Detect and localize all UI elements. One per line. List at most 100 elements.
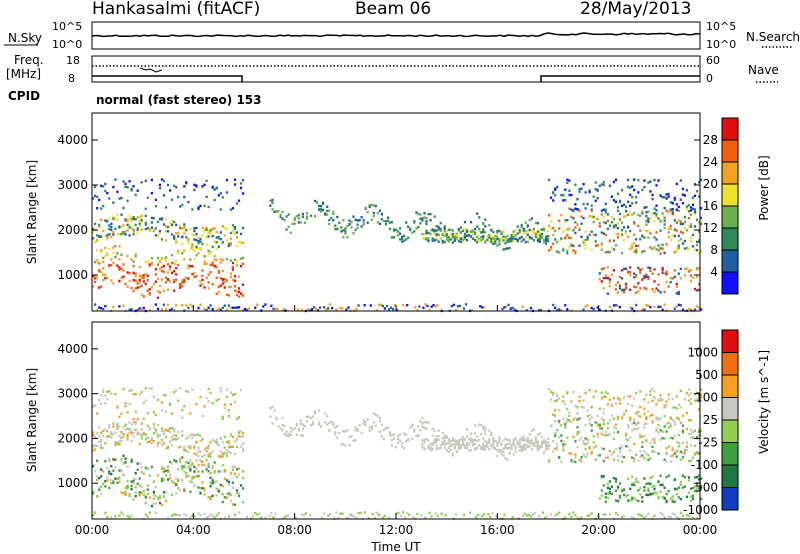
heat-cell [522,448,525,451]
heat-cell [586,415,589,418]
heat-cell [237,199,241,202]
heat-cell [225,257,228,261]
heat-cell [242,447,245,451]
heat-cell [140,434,143,437]
heat-cell [631,404,634,407]
heat-cell [128,428,131,431]
heat-cell [301,212,304,216]
heat-cell [108,435,111,438]
heat-cell [116,481,119,485]
heat-cell [647,181,650,184]
heat-cell [239,484,243,487]
heat-cell [556,393,559,396]
heat-cell [334,227,337,231]
heat-cell [177,430,180,434]
heat-cell [691,517,695,520]
heat-cell [530,429,533,432]
heat-cell [112,215,115,218]
heat-cell [671,498,674,501]
heat-cell [542,441,546,444]
heat-cell [545,235,548,239]
heat-cell [104,273,107,276]
heat-cell [158,229,162,233]
heat-cell [610,414,613,417]
heat-cell [162,478,166,481]
heat-cell [217,270,220,273]
heat-cell [639,433,642,436]
heat-cell [165,491,168,494]
heat-cell [336,215,339,219]
heat-cell [195,226,198,230]
heat-cell [542,238,546,242]
heat-cell [179,457,182,461]
heat-cell [213,471,216,474]
heat-cell [439,229,442,232]
heat-cell [621,455,624,458]
heat-cell [627,423,630,427]
heat-cell [285,430,288,433]
heat-cell [657,497,660,500]
heat-cell [621,289,624,292]
heat-cell [606,492,609,495]
heat-cell [104,485,107,488]
heat-cell [675,440,678,444]
heat-cell [618,482,622,485]
heat-cell [512,438,515,441]
heat-cell [112,480,115,483]
heat-cell [455,234,458,237]
heat-cell [189,469,192,472]
heat-cell [100,285,103,288]
heat-cell [445,442,448,445]
heat-cell [199,247,202,250]
heat-cell [237,287,241,290]
heat-cell [552,440,555,443]
colorbar-cell [722,442,738,466]
heat-cell [134,495,137,498]
heat-cell [260,516,263,519]
heat-cell [363,304,366,307]
heat-cell [430,305,433,308]
heat-cell [572,209,575,212]
heat-cell [681,441,684,445]
heat-cell [124,282,127,286]
colorbar-cell [722,272,738,295]
heat-cell [693,453,697,456]
heat-cell [114,477,117,480]
heat-cell [689,213,693,216]
heat-cell [100,218,103,222]
heat-cell [102,446,105,450]
heat-cell [423,426,426,429]
heat-cell [213,258,216,261]
heat-cell [321,516,324,519]
heat-cell [393,227,396,231]
heat-cell [383,514,386,518]
heat-cell [600,391,603,394]
heat-cell [570,237,573,240]
heat-cell [461,443,465,447]
heat-cell [602,408,605,411]
heat-cell [608,250,611,254]
heat-cell [130,308,133,311]
heat-cell [388,433,392,437]
heat-cell [616,236,620,239]
heat-cell [518,438,521,442]
heat-cell [503,513,506,516]
heat-cell [154,502,157,505]
heat-cell [520,447,523,450]
heat-cell [167,183,170,187]
heat-cell [643,426,646,429]
heat-cell [647,493,650,497]
heat-cell [227,440,230,443]
heat-cell [130,514,133,517]
heat-cell [474,438,477,442]
heat-cell [225,279,228,282]
y-tick-label: 4000 [57,342,88,356]
heat-cell [320,425,323,428]
heat-cell [225,178,228,182]
heat-cell [165,447,168,450]
heat-cell [528,218,531,222]
heat-cell [122,426,125,429]
heat-cell [604,202,607,205]
heat-cell [344,232,347,235]
